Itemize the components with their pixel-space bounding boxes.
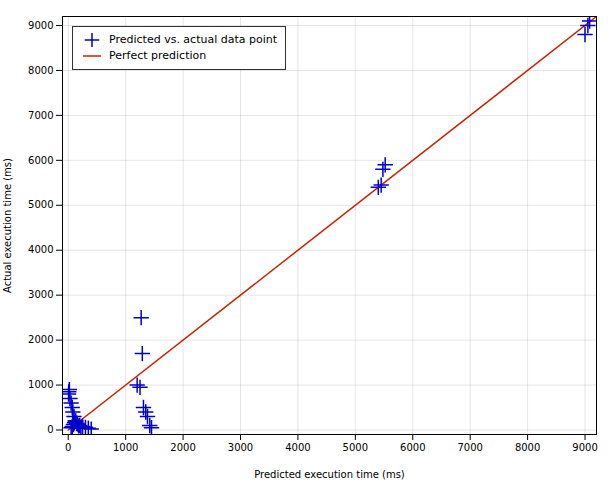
svg-text:Predicted execution time (ms): Predicted execution time (ms) xyxy=(254,469,405,480)
svg-text:9000: 9000 xyxy=(28,20,53,31)
svg-text:8000: 8000 xyxy=(28,65,53,76)
svg-text:7000: 7000 xyxy=(457,442,482,453)
svg-text:2000: 2000 xyxy=(28,334,53,345)
html-text:Predicted vs. actual data poin: Predicted vs. actual data point xyxy=(109,33,278,46)
svg-text:5000: 5000 xyxy=(28,199,53,210)
svg-text:9000: 9000 xyxy=(572,442,597,453)
svg-text:2000: 2000 xyxy=(170,442,195,453)
svg-text:1000: 1000 xyxy=(113,442,138,453)
svg-text:3000: 3000 xyxy=(228,442,253,453)
svg-text:0: 0 xyxy=(65,442,71,453)
svg-text:5000: 5000 xyxy=(343,442,368,453)
html-text:Perfect prediction: Perfect prediction xyxy=(109,49,207,62)
svg-text:7000: 7000 xyxy=(28,110,53,121)
svg-text:4000: 4000 xyxy=(28,244,53,255)
svg-text:Actual execution time (ms): Actual execution time (ms) xyxy=(2,158,13,293)
svg-text:0: 0 xyxy=(47,424,53,435)
svg-text:1000: 1000 xyxy=(28,379,53,390)
svg-text:8000: 8000 xyxy=(515,442,540,453)
svg-text:3000: 3000 xyxy=(28,289,53,300)
svg-text:6000: 6000 xyxy=(28,155,53,166)
svg-text:4000: 4000 xyxy=(285,442,310,453)
svg-text:6000: 6000 xyxy=(400,442,425,453)
